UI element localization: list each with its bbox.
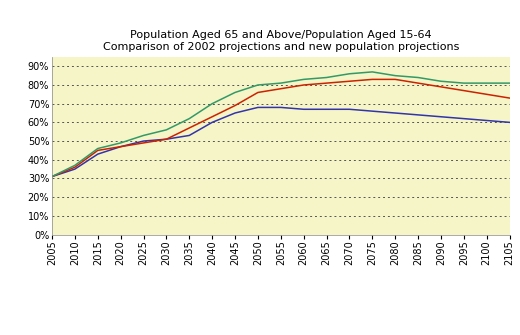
Medium variant
(2002 projections) [369, 109, 375, 113]
Low variant
(2002 projections) [95, 148, 101, 152]
Title: Population Aged 65 and Above/Population Aged 15-64
Comparison of 2002 projection: Population Aged 65 and Above/Population … [102, 30, 459, 52]
Medium variant
(2002 projections) [255, 106, 261, 110]
Low variant
(2002 projections) [415, 81, 421, 85]
Medium variant
(2002 projections) [323, 107, 330, 111]
Low variant
(2002 projections) [278, 87, 284, 91]
Medium variant
(2006 projections) [140, 133, 147, 137]
Medium variant
(2002 projections) [209, 120, 215, 124]
Medium variant
(2006 projections) [346, 72, 353, 76]
Medium variant
(2002 projections) [95, 152, 101, 156]
Low variant
(2002 projections) [72, 165, 78, 169]
Line: Low variant
(2002 projections): Low variant (2002 projections) [52, 79, 510, 177]
Medium variant
(2006 projections) [301, 77, 307, 81]
Medium variant
(2006 projections) [95, 146, 101, 150]
Medium variant
(2006 projections) [484, 81, 490, 85]
Medium variant
(2006 projections) [323, 75, 330, 79]
Medium variant
(2002 projections) [484, 119, 490, 123]
Medium variant
(2002 projections) [232, 111, 238, 115]
Low variant
(2002 projections) [118, 145, 124, 149]
Medium variant
(2006 projections) [506, 81, 513, 85]
Medium variant
(2002 projections) [438, 115, 444, 119]
Medium variant
(2002 projections) [140, 139, 147, 143]
Medium variant
(2006 projections) [118, 141, 124, 145]
Medium variant
(2006 projections) [415, 75, 421, 79]
Low variant
(2002 projections) [392, 77, 398, 81]
Medium variant
(2006 projections) [163, 128, 170, 132]
Medium variant
(2002 projections) [278, 106, 284, 110]
Low variant
(2002 projections) [346, 79, 353, 83]
Medium variant
(2002 projections) [506, 120, 513, 124]
Medium variant
(2002 projections) [163, 137, 170, 141]
Low variant
(2002 projections) [323, 81, 330, 85]
Medium variant
(2006 projections) [186, 117, 192, 121]
Medium variant
(2006 projections) [255, 83, 261, 87]
Low variant
(2002 projections) [140, 141, 147, 145]
Medium variant
(2002 projections) [72, 167, 78, 171]
Medium variant
(2006 projections) [461, 81, 467, 85]
Medium variant
(2002 projections) [392, 111, 398, 115]
Low variant
(2002 projections) [232, 104, 238, 108]
Low variant
(2002 projections) [461, 88, 467, 92]
Medium variant
(2006 projections) [438, 79, 444, 83]
Line: Medium variant
(2006 projections): Medium variant (2006 projections) [52, 72, 510, 177]
Low variant
(2002 projections) [484, 92, 490, 96]
Medium variant
(2006 projections) [232, 90, 238, 94]
Low variant
(2002 projections) [255, 90, 261, 94]
Medium variant
(2002 projections) [301, 107, 307, 111]
Medium variant
(2006 projections) [392, 74, 398, 78]
Low variant
(2002 projections) [209, 115, 215, 119]
Medium variant
(2002 projections) [118, 145, 124, 149]
Low variant
(2002 projections) [369, 77, 375, 81]
Line: Medium variant
(2002 projections): Medium variant (2002 projections) [52, 108, 510, 177]
Medium variant
(2006 projections) [49, 175, 55, 179]
Medium variant
(2006 projections) [278, 81, 284, 85]
Medium variant
(2002 projections) [415, 113, 421, 117]
Low variant
(2002 projections) [506, 96, 513, 100]
Medium variant
(2002 projections) [461, 117, 467, 121]
Medium variant
(2002 projections) [186, 133, 192, 137]
Medium variant
(2006 projections) [369, 70, 375, 74]
Medium variant
(2002 projections) [49, 175, 55, 179]
Low variant
(2002 projections) [438, 85, 444, 89]
Medium variant
(2002 projections) [346, 107, 353, 111]
Low variant
(2002 projections) [301, 83, 307, 87]
Low variant
(2002 projections) [49, 175, 55, 179]
Medium variant
(2006 projections) [209, 102, 215, 106]
Low variant
(2002 projections) [163, 137, 170, 141]
Medium variant
(2006 projections) [72, 163, 78, 168]
Low variant
(2002 projections) [186, 126, 192, 130]
